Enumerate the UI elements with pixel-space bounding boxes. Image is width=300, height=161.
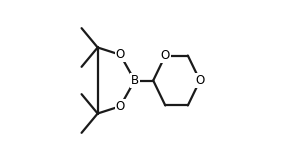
Text: O: O: [116, 100, 125, 113]
Text: O: O: [116, 48, 125, 61]
Text: O: O: [195, 74, 205, 87]
Text: O: O: [161, 49, 170, 62]
Text: B: B: [130, 74, 139, 87]
